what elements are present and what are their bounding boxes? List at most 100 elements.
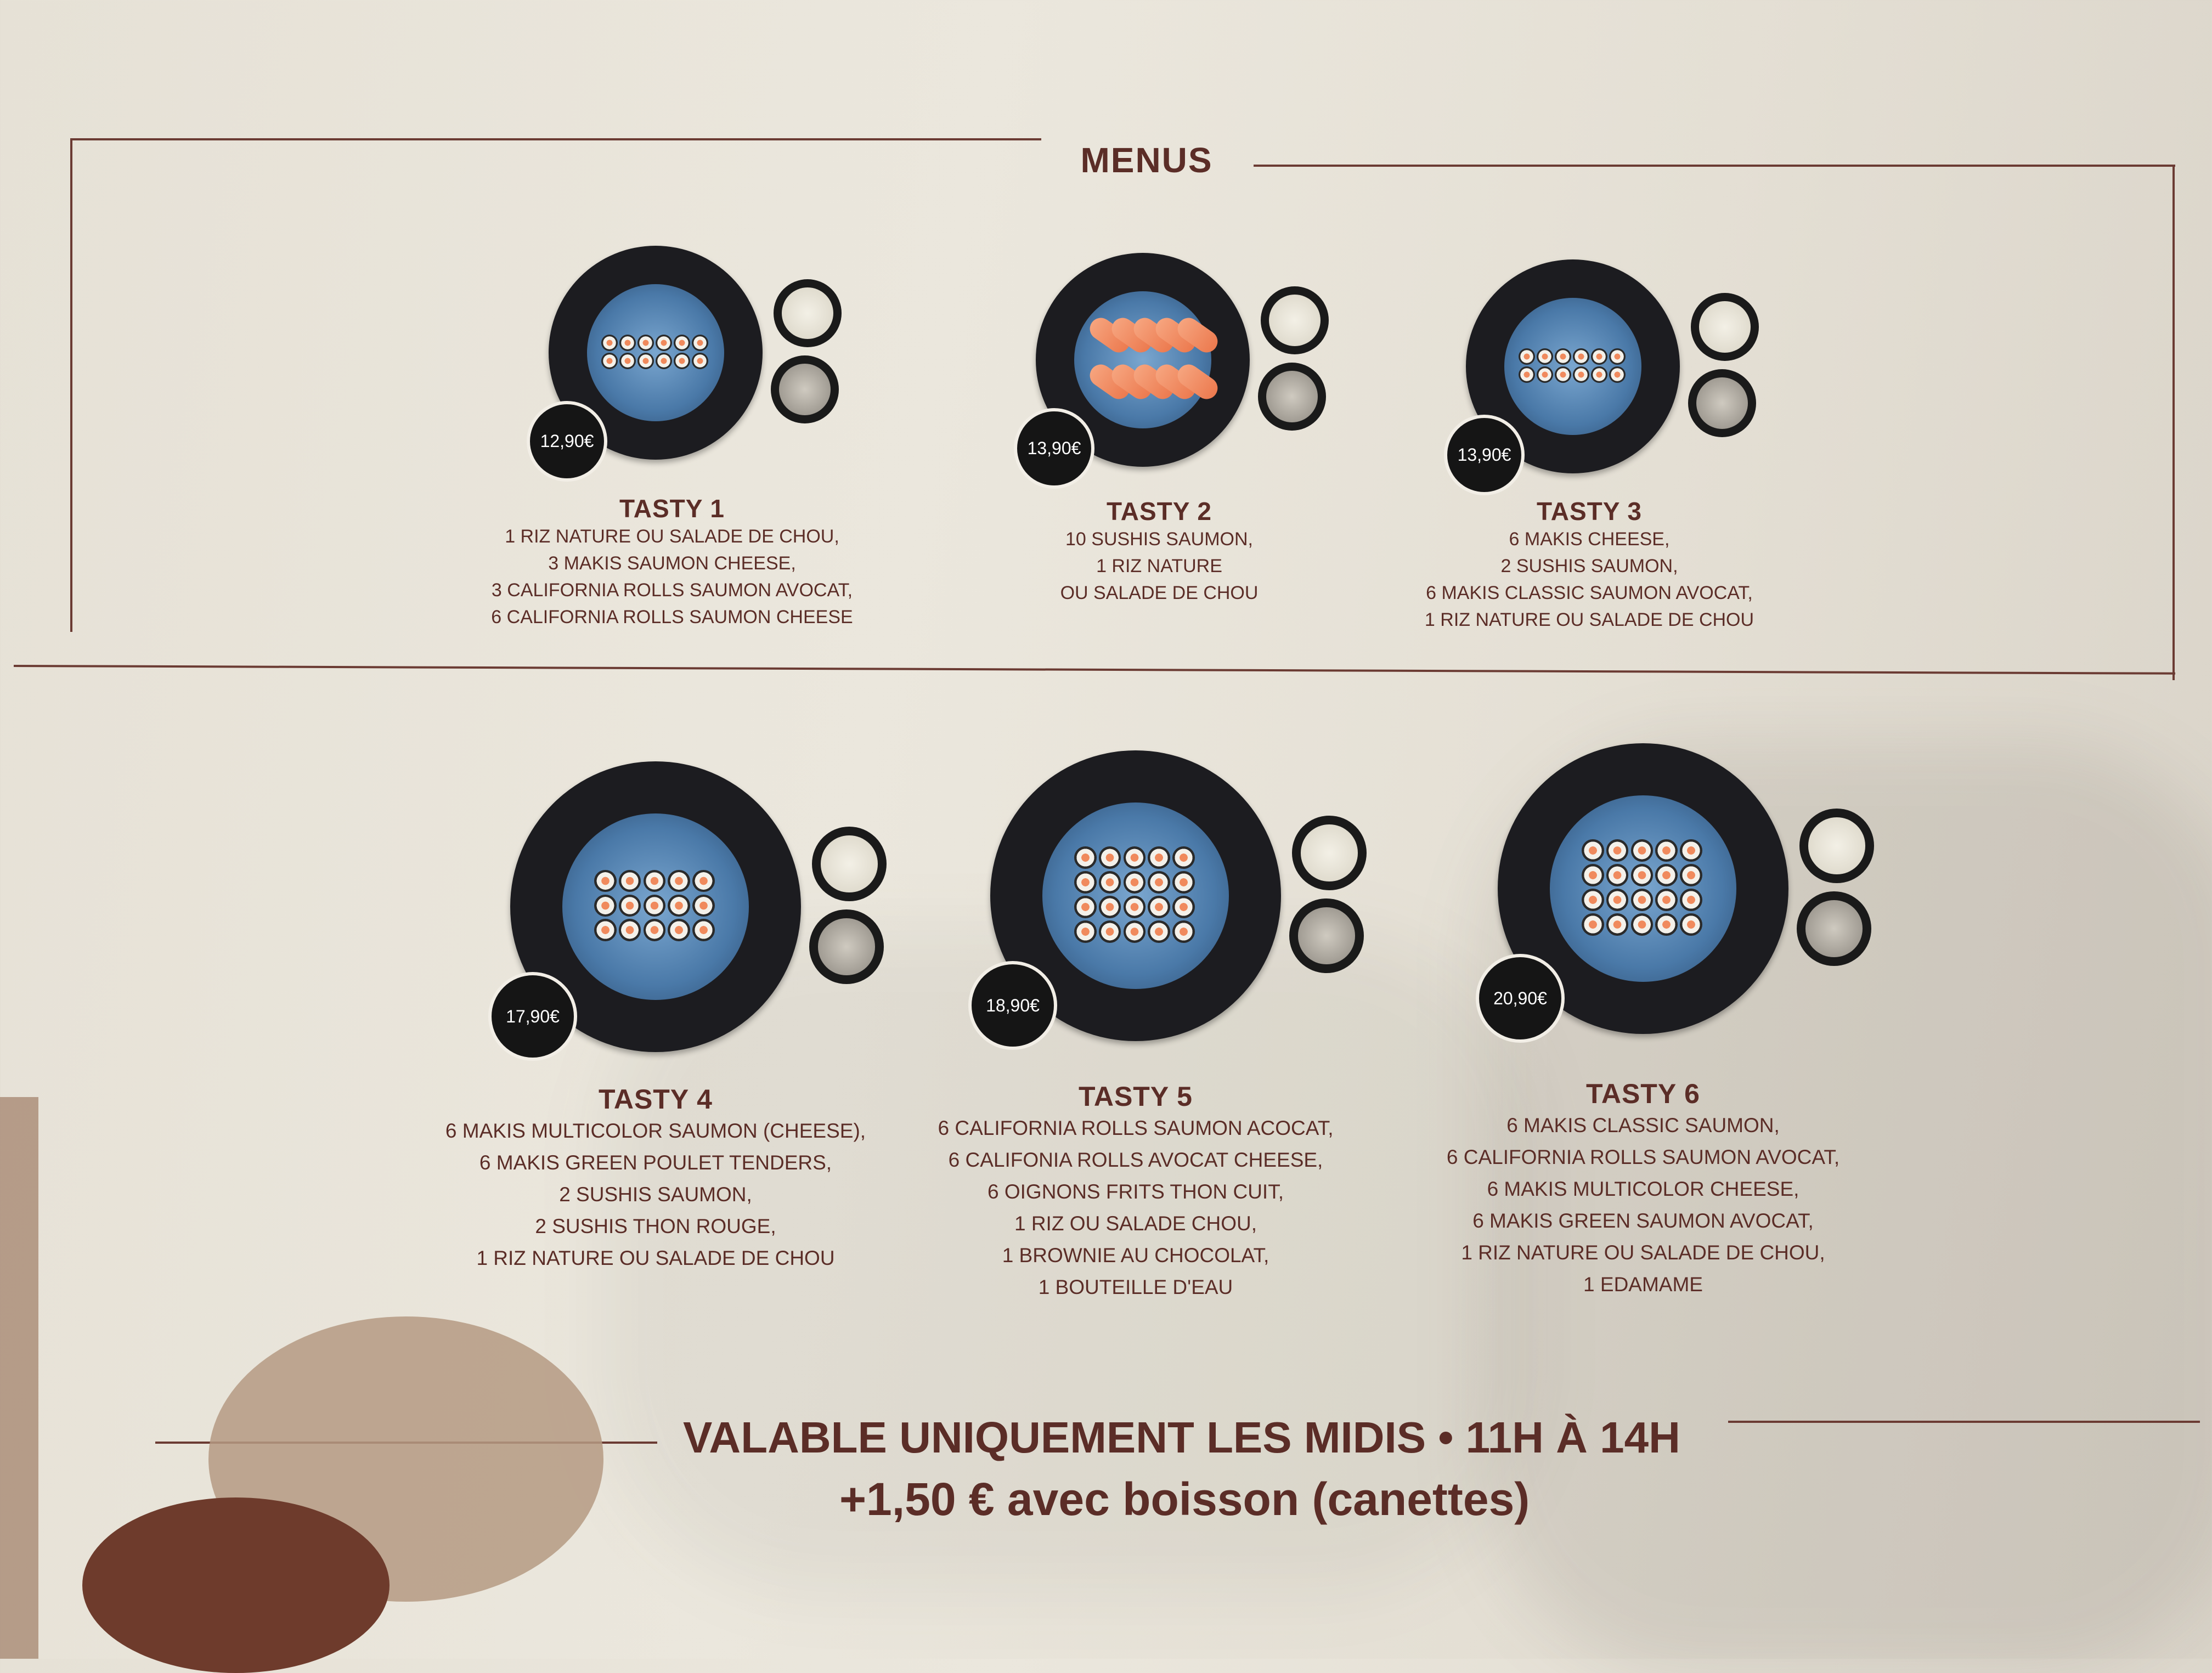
menu-item: 6 MAKIS MULTICOLOR CHEESE, [1487,1178,1799,1200]
sushi-piece [1606,889,1629,911]
sushi-piece [1581,839,1604,862]
rice-bowl [1688,369,1756,437]
sushi-piece [601,335,618,351]
sushi-piece [637,353,654,369]
sushi-piece [692,894,715,917]
menu-name: TASTY 4 [599,1084,713,1115]
sushi-piece [692,353,708,369]
sushi-piece [1172,920,1195,943]
sushi-piece [1609,348,1626,365]
frame-left [70,138,72,632]
sushi-piece [1555,366,1571,383]
sushi-piece [1573,366,1589,383]
menu-item: 6 MAKIS GREEN SAUMON AVOCAT, [1472,1209,1814,1232]
sushi-piece [637,335,654,351]
validity-note: VALABLE UNIQUEMENT LES MIDIS • 11H À 14H [683,1413,1680,1462]
sushi-piece [594,894,617,917]
sushi-piece [1519,348,1535,365]
menu-item: OU SALADE DE CHOU [1060,583,1259,603]
sushi-piece [1123,896,1146,918]
sushi-piece [1680,889,1703,911]
frame-top-right [1254,165,2175,167]
decorative-tree-icon [82,1497,390,1673]
sushi-piece [601,353,618,369]
rice-bowl [1258,363,1326,431]
price-badge: 18,90€ [968,961,1057,1050]
sushi-piece [618,869,641,892]
sushi-piece [674,353,690,369]
sushi-piece [1680,839,1703,862]
sushi-piece [619,335,636,351]
frame-right [2172,165,2175,680]
sushi-piece [1630,913,1654,936]
sushi-piece [618,919,641,942]
menu-item: 1 BOUTEILLE D'EAU [1038,1276,1233,1298]
footer-line-right [1728,1421,2200,1423]
menu-description: TASTY 2 10 SUSHIS SAUMON, 1 RIZ NATURE OU S… [1060,496,1259,607]
menu-item: 3 CALIFORNIA ROLLS SAUMON AVOCAT, [491,580,853,601]
menu-description: TASTY 1 1 RIZ NATURE OU SALADE DE CHOU, 3 … [491,494,853,631]
sushi-piece [1098,896,1121,918]
price-badge: 20,90€ [1476,954,1565,1043]
sushi-piece [1172,871,1195,894]
sushi-piece [1655,889,1678,911]
sushi-piece [1123,920,1146,943]
menu-item: 6 CALIFONIA ROLLS AVOCAT CHEESE, [948,1149,1323,1171]
sushi-piece [1074,896,1097,918]
menu-item: 6 CALIFORNIA ROLLS SAUMON AVOCAT, [1446,1146,1840,1168]
sushi-piece [1581,913,1604,936]
sushi-piece [1172,896,1195,918]
sushi-piece [692,919,715,942]
sushi-piece [1172,846,1195,869]
menu-name: TASTY 2 [1107,497,1212,525]
menu-item: 6 MAKIS CLASSIC SAUMON, [1506,1114,1780,1137]
menu-name: TASTY 6 [1586,1078,1700,1109]
sushi-piece [1074,920,1097,943]
menu-item: 6 MAKIS GREEN POULET TENDERS, [479,1151,832,1174]
sushi-piece [1606,913,1629,936]
sushi-piece [1148,846,1171,869]
sushi-piece [1148,871,1171,894]
plate-center [1550,795,1736,982]
menu-description: TASTY 6 6 MAKIS CLASSIC SAUMON, 6 CALIFORN… [1447,1078,1839,1301]
menu-item: 1 RIZ NATURE OU SALADE DE CHOU, [505,526,839,547]
sushi-piece [1074,871,1097,894]
sushi-piece [594,919,617,942]
sushi-piece [1609,366,1626,383]
menu-item: 6 MAKIS CHEESE, [1509,529,1670,550]
cabbage-salad-bowl [1691,293,1759,361]
plate-center [587,284,724,421]
sushi-piece [1123,871,1146,894]
sushi-piece [1680,864,1703,886]
sushi-piece [1581,864,1604,886]
sushi-piece [1148,920,1171,943]
frame-top-left [70,138,1041,140]
rice-bowl [809,909,884,984]
cabbage-salad-bowl [1261,286,1329,354]
sushi-piece [1606,839,1629,862]
cabbage-salad-bowl [1292,816,1367,890]
sushi-piece [643,869,666,892]
sushi-piece [1519,366,1535,383]
sushi-piece [692,869,715,892]
sushi-piece [1655,839,1678,862]
menu-item: 10 SUSHIS SAUMON, [1065,529,1253,550]
sushi-piece [656,335,672,351]
menu-item: 1 RIZ NATURE OU SALADE DE CHOU [476,1247,835,1269]
sushi-piece [668,919,691,942]
menu-item: 1 RIZ NATURE OU SALADE DE CHOU, [1461,1241,1825,1264]
rice-bowl [1797,891,1871,966]
menu-description: TASTY 4 6 MAKIS MULTICOLOR SAUMON (CHEESE… [445,1083,866,1274]
menu-item: 1 RIZ NATURE [1096,556,1222,576]
sushi-piece [1537,366,1553,383]
menu-item: 2 SUSHIS SAUMON, [559,1183,752,1206]
sushi-piece [1098,920,1121,943]
plate-center [1504,298,1641,435]
menu-item: 6 CALIFORNIA ROLLS SAUMON CHEESE [491,607,853,628]
page-title: MENUS [1080,140,1213,180]
menu-item: 3 MAKIS SAUMON CHEESE, [548,553,796,574]
plate-image [990,750,1281,1041]
sushi-piece [668,894,691,917]
menu-item: 6 MAKIS MULTICOLOR SAUMON (CHEESE), [445,1120,866,1142]
sushi-piece [1591,348,1607,365]
